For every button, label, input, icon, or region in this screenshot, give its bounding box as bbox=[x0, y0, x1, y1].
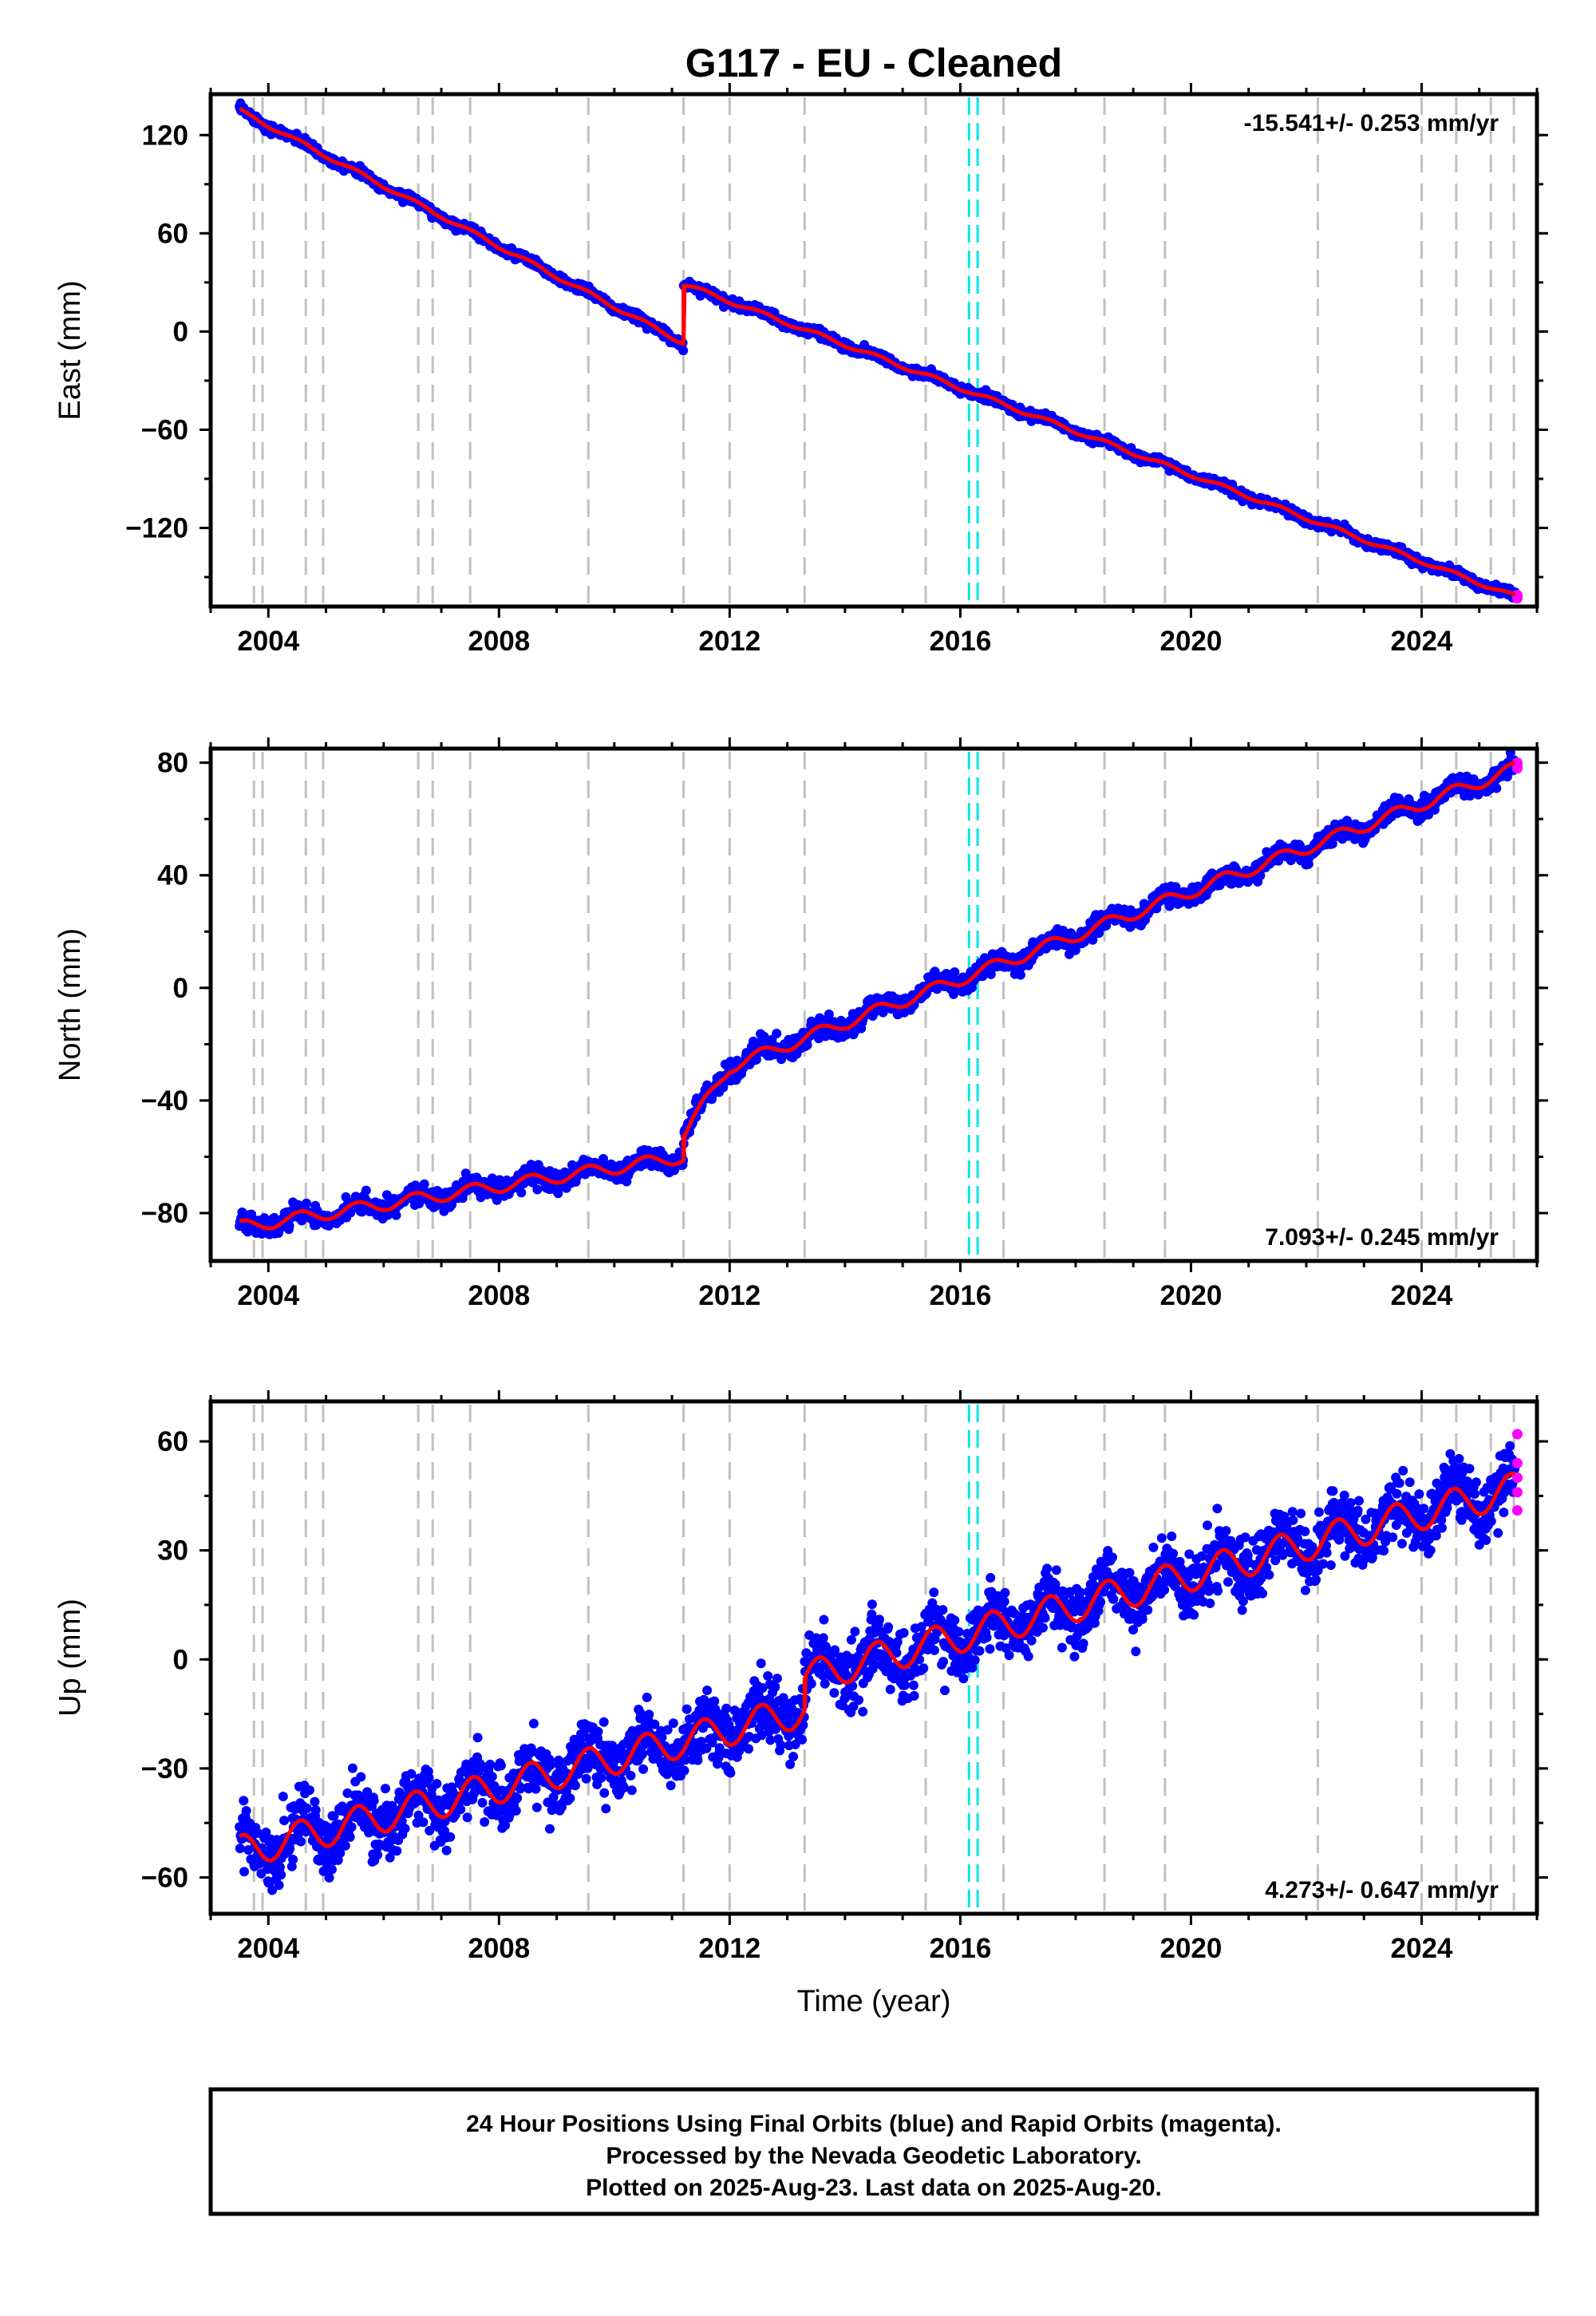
y-tick-label: −60 bbox=[141, 414, 188, 445]
final-orbit-point bbox=[516, 1188, 527, 1198]
x-tick-label: 2004 bbox=[237, 626, 299, 657]
panel-east: 2004 2008 2012 2016 2020 2024 −120 −60 0 60 120 Eas… bbox=[53, 83, 1548, 657]
x-tick-label: 2012 bbox=[698, 626, 760, 657]
chart-title: G117 - EU - Cleaned bbox=[685, 41, 1062, 85]
final-orbit-point bbox=[302, 1198, 311, 1208]
final-orbit-point bbox=[361, 1185, 371, 1196]
x-tick-label: 2008 bbox=[468, 626, 530, 657]
final-orbit-point bbox=[950, 967, 960, 977]
y-tick-label: −120 bbox=[125, 513, 188, 544]
final-orbit-point bbox=[532, 1184, 543, 1195]
final-orbit-point bbox=[419, 1179, 429, 1189]
y-tick-label: 0 bbox=[173, 316, 188, 347]
final-orbit-point bbox=[391, 1210, 401, 1220]
y-tick-label: 60 bbox=[157, 218, 188, 249]
y-axis-label: East (mm) bbox=[53, 280, 87, 420]
x-tick-label: 2016 bbox=[929, 626, 991, 657]
panel-north: 2004 2008 2012 2016 2020 2024−80−4004080North… bbox=[53, 737, 1548, 1311]
final-orbit-point bbox=[678, 346, 689, 356]
x-tick-label: 2020 bbox=[1159, 626, 1222, 657]
x-tick-label: 2024 bbox=[1391, 626, 1453, 657]
velocity-label: -15.541+/- 0.253 mm/yr bbox=[1244, 110, 1499, 136]
final-orbit-point bbox=[772, 1029, 782, 1038]
y-tick-label: 120 bbox=[142, 120, 188, 151]
